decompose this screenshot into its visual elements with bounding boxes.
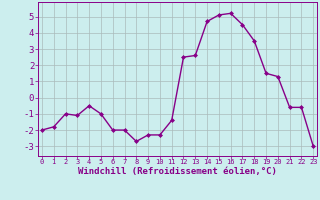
X-axis label: Windchill (Refroidissement éolien,°C): Windchill (Refroidissement éolien,°C): [78, 167, 277, 176]
